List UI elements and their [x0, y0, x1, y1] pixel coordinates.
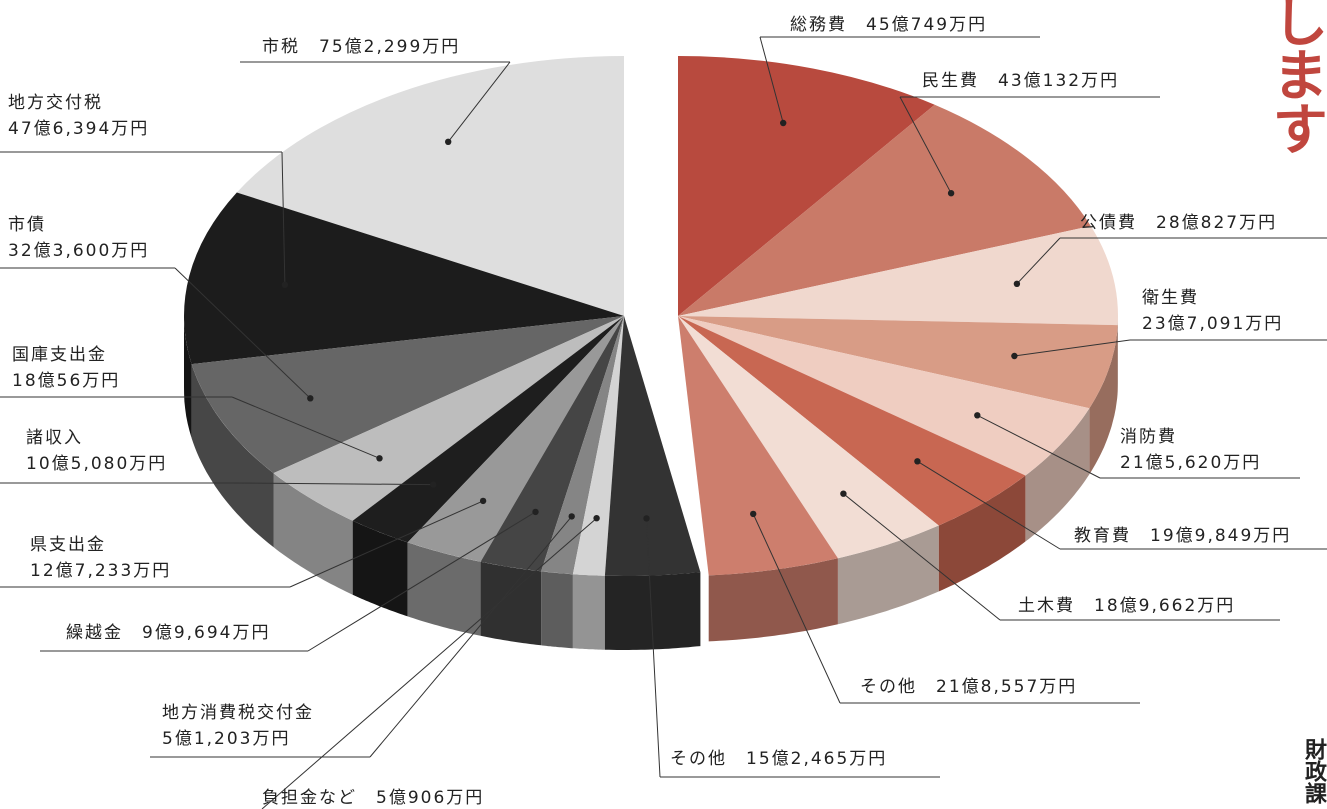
- revenue-leader-dot-6: [532, 508, 539, 516]
- expenditure-leader-6: [843, 493, 1280, 621]
- revenue-label-7-line-0: 地方消費税交付金: [162, 703, 314, 723]
- revenue-leader-dot-7: [568, 513, 575, 520]
- expenditure-label-6-line-0: 土木費 18億9,662万円: [1018, 596, 1235, 616]
- expenditure-slice-5: [678, 316, 1026, 526]
- revenue-label-0-line-0: 市税 75億2,299万円: [262, 37, 460, 57]
- revenue-leader-0: [240, 61, 511, 143]
- revenue-slice-9: [604, 316, 701, 577]
- revenue-label-1-line-1: 47億6,394万円: [8, 119, 149, 139]
- revenue-slice-1: [184, 192, 624, 365]
- expenditure-label-7-line-0: その他 21億8,557万円: [860, 677, 1077, 697]
- revenue-slice-4: [352, 316, 624, 543]
- expenditure-label-0-line-0: 総務費 45億749万円: [790, 15, 987, 35]
- revenue-leader-dot-0: [445, 138, 452, 145]
- revenue-slice-side-2: [191, 364, 274, 548]
- revenue-label-2-line-0: 市債: [8, 215, 46, 235]
- expenditure-slice-7: [678, 316, 838, 576]
- expenditure-leader-dot-1: [947, 190, 955, 197]
- revenue-leader-dot-2: [307, 395, 314, 402]
- revenue-label-2-line-1: 32億3,600万円: [8, 241, 149, 261]
- expenditure-leader-1: [899, 96, 1160, 194]
- expenditure-slice-4: [678, 316, 1090, 476]
- expenditure-leader-2: [1016, 237, 1327, 285]
- revenue-label-3-line-0: 国庫支出金: [12, 345, 107, 365]
- revenue-slice-side-1: [184, 312, 192, 439]
- revenue-slice-side-6: [480, 561, 542, 646]
- revenue-leader-dot-5: [479, 497, 487, 505]
- revenue-leader-dot-3: [376, 455, 383, 462]
- expenditure-label-2-line-0: 公債費 28億827万円: [1080, 213, 1277, 233]
- revenue-slice-side-4: [352, 520, 408, 617]
- revenue-leader-6: [40, 511, 536, 652]
- expenditure-label-4-line-0: 消防費: [1120, 427, 1177, 447]
- revenue-leader-8: [261, 517, 597, 809]
- expenditure-leader-3: [1014, 339, 1327, 357]
- revenue-label-5-line-1: 12億7,233万円: [30, 561, 171, 581]
- revenue-label-8-line-0: 負担金など 5億906万円: [262, 788, 484, 808]
- expenditure-leader-5: [917, 460, 1327, 550]
- expenditure-leader-7: [752, 513, 1140, 704]
- expenditure-label-3-line-0: 衛生費: [1142, 288, 1199, 308]
- expenditure-leader-4: [977, 414, 1300, 479]
- revenue-leader-5: [0, 500, 484, 588]
- revenue-slice-side-7: [541, 571, 573, 649]
- expenditure-slice-side-3: [1089, 325, 1118, 475]
- revenue-leader-3: [0, 396, 380, 459]
- revenue-label-6-line-0: 繰越金 9億9,694万円: [66, 623, 270, 643]
- expenditure-leader-dot-6: [840, 490, 847, 497]
- expenditure-slice-0: [678, 55, 935, 316]
- expenditure-leader-dot-5: [914, 458, 921, 465]
- side-title: します: [1263, 0, 1327, 154]
- revenue-leader-4: [0, 482, 434, 486]
- revenue-leader-1: [0, 151, 286, 285]
- revenue-label-9-line-0: その他 15億2,465万円: [670, 749, 887, 769]
- revenue-leader-7: [150, 516, 573, 758]
- revenue-slice-8: [572, 316, 624, 576]
- revenue-label-7-line-1: 5億1,203万円: [162, 729, 290, 749]
- expenditure-slice-2: [678, 226, 1118, 326]
- department-name: 財政課: [1301, 738, 1326, 804]
- revenue-leader-dot-4: [430, 481, 437, 488]
- revenue-label-3-line-1: 18億56万円: [12, 371, 120, 391]
- expenditure-slice-side-5: [938, 475, 1026, 592]
- revenue-leader-9: [646, 518, 940, 778]
- expenditure-leader-dot-3: [1011, 352, 1018, 360]
- revenue-label-4-line-1: 10億5,080万円: [26, 454, 167, 474]
- expenditure-leader-0: [759, 36, 1040, 124]
- revenue-label-4-line-0: 諸収入: [26, 428, 83, 448]
- expenditure-slice-side-4: [1025, 408, 1090, 542]
- revenue-slice-6: [480, 316, 624, 572]
- expenditure-leader-dot-2: [1013, 280, 1021, 287]
- expenditure-leader-dot-4: [974, 412, 981, 419]
- revenue-leader-2: [0, 267, 311, 399]
- expenditure-label-5-line-0: 教育費 19億9,849万円: [1074, 526, 1291, 546]
- expenditure-slice-6: [678, 316, 939, 559]
- revenue-slice-5: [407, 316, 624, 562]
- revenue-slice-side-5: [407, 542, 481, 636]
- revenue-slice-0: [236, 56, 625, 316]
- expenditure-slice-side-7: [708, 558, 838, 642]
- expenditure-leader-dot-0: [780, 119, 787, 127]
- revenue-slice-3: [273, 316, 624, 521]
- expenditure-slice-1: [678, 104, 1091, 316]
- expenditure-label-3-line-1: 23億7,091万円: [1142, 314, 1283, 334]
- pie-slice-layer: [184, 55, 1118, 577]
- revenue-slice-side-8: [572, 574, 605, 650]
- revenue-leader-dot-8: [593, 515, 600, 522]
- revenue-slice-side-9: [604, 572, 701, 650]
- expenditure-slice-3: [678, 316, 1118, 409]
- revenue-leader-dot-1: [281, 281, 289, 288]
- revenue-slice-side-3: [273, 473, 353, 595]
- leader-line-layer: [0, 36, 1327, 809]
- revenue-label-5-line-0: 県支出金: [30, 535, 106, 555]
- revenue-slice-2: [191, 316, 624, 474]
- expenditure-label-4-line-1: 21億5,620万円: [1120, 453, 1261, 473]
- revenue-leader-dot-9: [643, 515, 650, 522]
- expenditure-label-1-line-0: 民生費 43億132万円: [922, 71, 1119, 91]
- revenue-label-1-line-0: 地方交付税: [8, 93, 103, 113]
- expenditure-leader-dot-7: [750, 510, 757, 518]
- revenue-slice-7: [541, 316, 624, 575]
